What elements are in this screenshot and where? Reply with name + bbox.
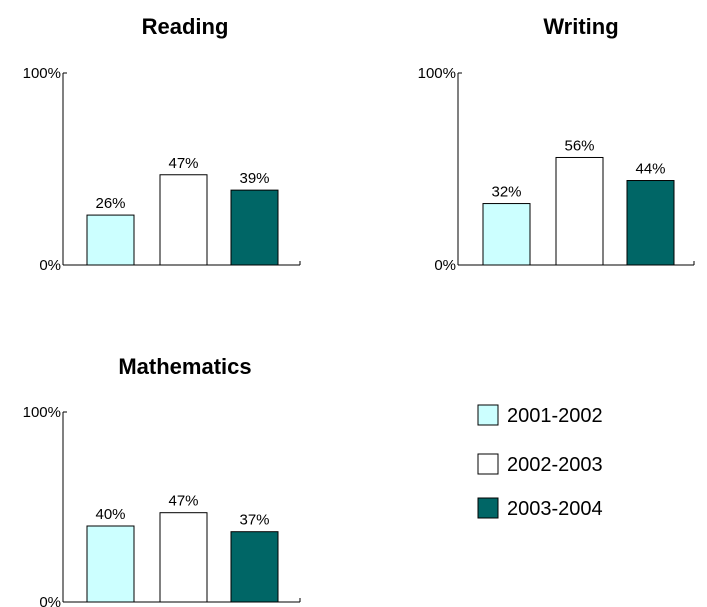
legend-item: 2003-2004 <box>477 497 603 520</box>
chart-title: Writing <box>543 14 618 39</box>
legend-swatch <box>477 453 499 475</box>
legend-item: 2001-2002 <box>477 404 603 427</box>
legend: 2001-2002 2002-2003 2003-2004 <box>477 404 603 520</box>
data-label: 47% <box>168 155 198 172</box>
legend-swatch <box>477 404 499 426</box>
legend-swatch <box>477 497 499 519</box>
bar-2002-2003 <box>159 512 208 603</box>
bar-2001-2002 <box>482 203 531 266</box>
chart-panel-mathematics: Mathematics 100% 0% 40% 47% 37% <box>23 354 301 607</box>
data-label: 32% <box>491 184 521 201</box>
bar-2002-2003 <box>159 174 208 266</box>
data-label: 39% <box>239 170 269 187</box>
legend-label: 2003-2004 <box>507 498 603 520</box>
bar-2003-2004 <box>626 180 675 266</box>
data-label: 47% <box>168 493 198 510</box>
data-label: 44% <box>635 161 665 178</box>
y-tick-label-100: 100% <box>23 404 61 421</box>
legend-label: 2002-2003 <box>507 454 603 476</box>
y-tick-label-0: 0% <box>39 257 61 274</box>
bar-2003-2004 <box>230 189 279 266</box>
legend-item: 2002-2003 <box>477 453 603 476</box>
chart-title: Reading <box>142 14 229 39</box>
chart-panel-writing: Writing 100% 0% 32% 56% 44% <box>418 14 695 274</box>
data-label: 40% <box>95 506 125 523</box>
bar-2003-2004 <box>230 531 279 603</box>
y-tick-label-100: 100% <box>23 65 61 82</box>
y-tick-label-0: 0% <box>39 594 61 607</box>
y-tick-label-0: 0% <box>434 257 456 274</box>
data-label: 26% <box>95 195 125 212</box>
bar-2002-2003 <box>555 156 604 266</box>
legend-label: 2001-2002 <box>507 405 603 427</box>
y-tick-label-100: 100% <box>418 65 456 82</box>
chart-panel-reading: Reading 100% 0% 26% 47% 39% <box>23 14 301 274</box>
bar-2001-2002 <box>86 525 135 603</box>
data-label: 56% <box>564 137 594 154</box>
data-label: 37% <box>239 512 269 529</box>
chart-title: Mathematics <box>118 354 251 379</box>
bar-2001-2002 <box>86 214 135 266</box>
